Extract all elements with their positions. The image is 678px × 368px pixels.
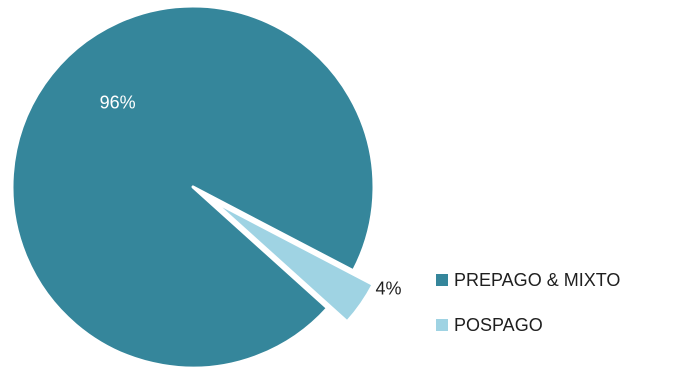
- data-label-pospago: 4%: [376, 278, 402, 298]
- legend-label-prepago-mixto: PREPAGO & MIXTO: [454, 269, 621, 290]
- pie-data-labels: 96% 4%: [100, 93, 402, 299]
- pie-slices: [10, 4, 376, 368]
- legend-item-pospago: POSPAGO: [436, 313, 620, 337]
- legend-item-prepago-mixto: PREPAGO & MIXTO: [436, 268, 620, 292]
- data-label-prepago-mixto: 96%: [100, 93, 136, 113]
- legend-swatch-pospago: [436, 319, 448, 331]
- legend-label-pospago: POSPAGO: [454, 314, 543, 335]
- chart-legend: PREPAGO & MIXTO POSPAGO: [436, 268, 620, 358]
- legend-swatch-prepago-mixto: [436, 274, 448, 286]
- pie-slice-pospago: [211, 199, 375, 324]
- pie-slice-prepago-mixto: [10, 4, 376, 368]
